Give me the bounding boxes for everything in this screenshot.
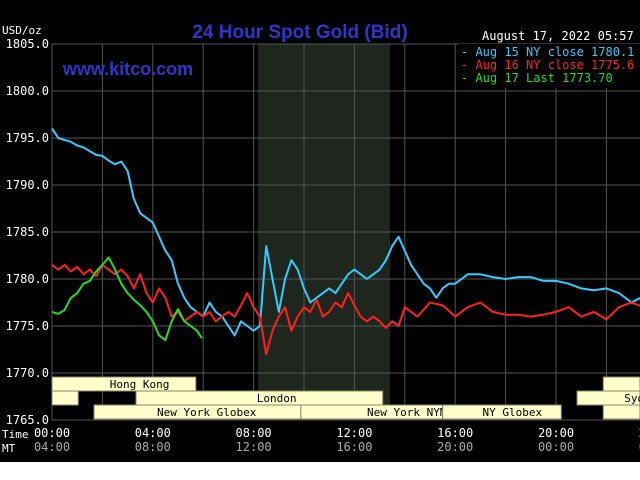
session-label: Hong Kong bbox=[110, 378, 170, 391]
series-lines bbox=[51, 128, 640, 356]
legend-box bbox=[458, 44, 640, 88]
session-box bbox=[51, 390, 79, 406]
x-tick-label-mt: 20:00 bbox=[437, 440, 473, 454]
x-axis: 00:0004:0004:0008:0008:0012:0012:0016:00… bbox=[34, 426, 640, 454]
y-tick-label: 1800.0 bbox=[6, 84, 49, 98]
y-tick-label: 1795.0 bbox=[6, 131, 49, 145]
session-box bbox=[602, 404, 640, 420]
series-line-2 bbox=[51, 263, 640, 356]
x-tick-label-mt: 08:00 bbox=[135, 440, 171, 454]
kitco-watermark: www.kitco.com bbox=[62, 59, 193, 79]
legend-entry: - Aug 15 NY close 1780.1 bbox=[461, 45, 634, 59]
time-row-label: Time bbox=[2, 428, 29, 441]
x-tick-label-mt: 12:00 bbox=[236, 440, 272, 454]
series-line-3 bbox=[51, 256, 203, 342]
x-tick-label: 04:00 bbox=[135, 426, 171, 440]
session-label: NY Globex bbox=[483, 406, 543, 419]
timestamp: August 17, 2022 05:57 bbox=[482, 29, 634, 43]
legend-entry: - Aug 16 NY close 1775.6 bbox=[461, 58, 634, 72]
unit-label: USD/oz bbox=[2, 24, 42, 37]
chart-title: 24 Hour Spot Gold (Bid) bbox=[192, 22, 407, 43]
session-box bbox=[602, 376, 640, 392]
y-tick-label: 1785.0 bbox=[6, 225, 49, 239]
y-tick-label: 1790.0 bbox=[6, 178, 49, 192]
session-box bbox=[442, 404, 562, 420]
legend: - Aug 15 NY close 1780.1- Aug 16 NY clos… bbox=[458, 44, 640, 88]
x-tick-label: 20:00 bbox=[538, 426, 574, 440]
market-sessions: Hong KongHong KongLondonSydneyNew York G… bbox=[51, 376, 640, 420]
x-tick-label-mt: 03: bbox=[639, 440, 640, 454]
x-tick-label: 16:00 bbox=[437, 426, 473, 440]
x-tick-label: 23: bbox=[639, 426, 640, 440]
y-tick-label: 1770.0 bbox=[6, 366, 49, 380]
y-tick-label: 1775.0 bbox=[6, 319, 49, 333]
y-axis: 1805.0 1800.0 1795.0 1790.0 1785.0 1780.0 1775… bbox=[6, 37, 49, 427]
gridlines bbox=[51, 43, 640, 421]
x-tick-label-mt: 16:00 bbox=[336, 440, 372, 454]
x-tick-label-mt: 00:00 bbox=[538, 440, 574, 454]
series-line-1 bbox=[51, 128, 640, 337]
y-tick-label: 1765.0 bbox=[6, 413, 49, 427]
x-tick-label: 00:00 bbox=[34, 426, 70, 440]
session-box bbox=[51, 376, 197, 392]
legend-entry: - Aug 17 Last 1773.70 bbox=[461, 71, 613, 85]
session-label: New York NYMEX bbox=[367, 406, 460, 419]
session-label: Sydney bbox=[624, 392, 640, 405]
y-tick-label: 1780.0 bbox=[6, 272, 49, 286]
x-tick-label: 08:00 bbox=[236, 426, 272, 440]
y-tick-label: 1805.0 bbox=[6, 37, 49, 51]
x-tick-label: 12:00 bbox=[336, 426, 372, 440]
x-tick-label-mt: 04:00 bbox=[34, 440, 70, 454]
session-label: London bbox=[257, 392, 297, 405]
mt-row-label: MT bbox=[2, 442, 16, 455]
session-label: New York Globex bbox=[157, 406, 257, 419]
